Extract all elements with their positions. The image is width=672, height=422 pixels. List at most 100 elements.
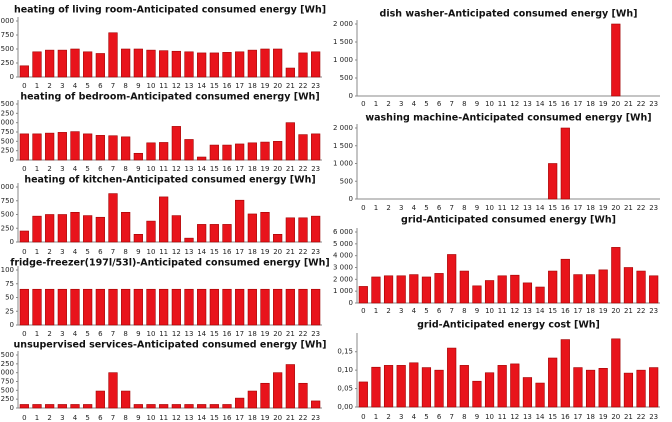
bar — [447, 347, 457, 408]
x-tick-label: 5 — [85, 82, 89, 90]
y-tick-label: 750 — [1, 31, 14, 39]
x-tick-label: 5 — [424, 413, 428, 421]
x-tick-label: 9 — [475, 307, 479, 315]
y-tick-label: 0 — [10, 404, 14, 412]
x-tick-label: 21 — [624, 307, 633, 315]
bar — [247, 390, 257, 409]
bar — [235, 51, 245, 78]
bar — [623, 267, 634, 304]
bar — [45, 132, 55, 161]
bar — [598, 368, 608, 408]
bar — [285, 288, 295, 326]
x-tick-label: 10 — [147, 330, 156, 338]
bar — [70, 48, 80, 78]
bar — [636, 270, 646, 304]
x-tick-label: 21 — [286, 165, 295, 173]
x-tick-label: 22 — [637, 204, 646, 212]
bar — [171, 50, 181, 78]
x-tick-label: 19 — [261, 82, 270, 90]
bar — [32, 133, 42, 161]
bar — [222, 288, 232, 326]
x-tick-label: 3 — [399, 413, 403, 421]
x-tick-label: 4 — [412, 413, 417, 421]
x-tick-label: 5 — [424, 307, 428, 315]
y-tick-label: 1,250 — [0, 360, 14, 368]
bar — [285, 364, 295, 409]
y-tick-label: 750 — [1, 378, 14, 386]
x-tick-label: 20 — [273, 165, 282, 173]
x-tick-label: 11 — [159, 414, 168, 422]
bar — [45, 214, 55, 243]
x-tick-label: 8 — [462, 307, 466, 315]
bar — [273, 234, 283, 243]
x-tick-label: 9 — [475, 413, 479, 421]
y-tick-label: 250 — [1, 59, 14, 67]
bar — [70, 131, 80, 161]
bar — [235, 288, 245, 326]
x-tick-label: 0 — [22, 82, 26, 90]
bar — [260, 288, 270, 326]
bar — [649, 367, 659, 408]
x-tick-label: 13 — [523, 307, 532, 315]
x-tick-label: 14 — [536, 204, 545, 212]
bar — [235, 143, 245, 161]
x-tick-label: 15 — [210, 414, 219, 422]
bar — [298, 288, 308, 326]
bar — [447, 254, 457, 304]
bar — [421, 367, 432, 408]
x-tick-label: 23 — [311, 248, 320, 256]
bar — [459, 365, 469, 408]
x-tick-label: 18 — [248, 248, 257, 256]
x-tick-label: 23 — [649, 100, 658, 108]
x-tick-label: 0 — [361, 307, 365, 315]
bar — [197, 288, 207, 326]
y-tick-label: 0 — [349, 195, 353, 203]
bar — [70, 288, 80, 326]
bar — [133, 288, 143, 326]
bar — [209, 224, 219, 243]
x-tick-label: 20 — [611, 307, 620, 315]
bar — [83, 51, 93, 78]
x-tick-label: 17 — [573, 204, 582, 212]
bar — [57, 288, 67, 326]
bar — [598, 269, 608, 304]
x-tick-label: 10 — [485, 100, 494, 108]
bar — [409, 362, 419, 408]
x-tick-label: 12 — [510, 413, 519, 421]
x-tick-label: 18 — [586, 204, 595, 212]
bar — [285, 122, 295, 161]
x-tick-label: 14 — [197, 82, 206, 90]
x-tick-label: 6 — [98, 82, 103, 90]
x-tick-label: 22 — [299, 248, 308, 256]
x-tick-label: 6 — [98, 165, 103, 173]
y-tick-label: 1,000 — [0, 119, 14, 127]
bar — [560, 127, 570, 200]
bar — [311, 400, 321, 409]
bar — [510, 274, 520, 304]
x-tick-label: 20 — [273, 248, 282, 256]
x-tick-label: 4 — [412, 100, 417, 108]
x-tick-label: 0 — [361, 204, 365, 212]
x-tick-label: 6 — [437, 413, 442, 421]
bar — [184, 139, 194, 161]
x-tick-label: 12 — [510, 100, 519, 108]
bar — [95, 390, 105, 409]
bar — [636, 369, 646, 408]
bar — [298, 52, 308, 78]
bar — [497, 365, 507, 408]
chart-panel: grid-Anticipated energy cost [Wh] 0,00 0,0… — [337, 320, 660, 421]
x-tick-label: 19 — [599, 204, 608, 212]
bar — [472, 285, 482, 304]
x-tick-label: 12 — [510, 307, 519, 315]
x-tick-label: 19 — [599, 413, 608, 421]
x-tick-label: 4 — [412, 307, 417, 315]
x-tick-label: 14 — [536, 413, 545, 421]
x-tick-label: 21 — [624, 413, 633, 421]
x-tick-label: 12 — [172, 82, 181, 90]
bar — [209, 52, 219, 78]
x-tick-label: 5 — [424, 100, 428, 108]
y-tick-label: 0,05 — [337, 385, 353, 393]
y-tick-label: 25 — [5, 307, 14, 315]
x-tick-label: 16 — [561, 100, 570, 108]
x-tick-label: 18 — [248, 414, 257, 422]
